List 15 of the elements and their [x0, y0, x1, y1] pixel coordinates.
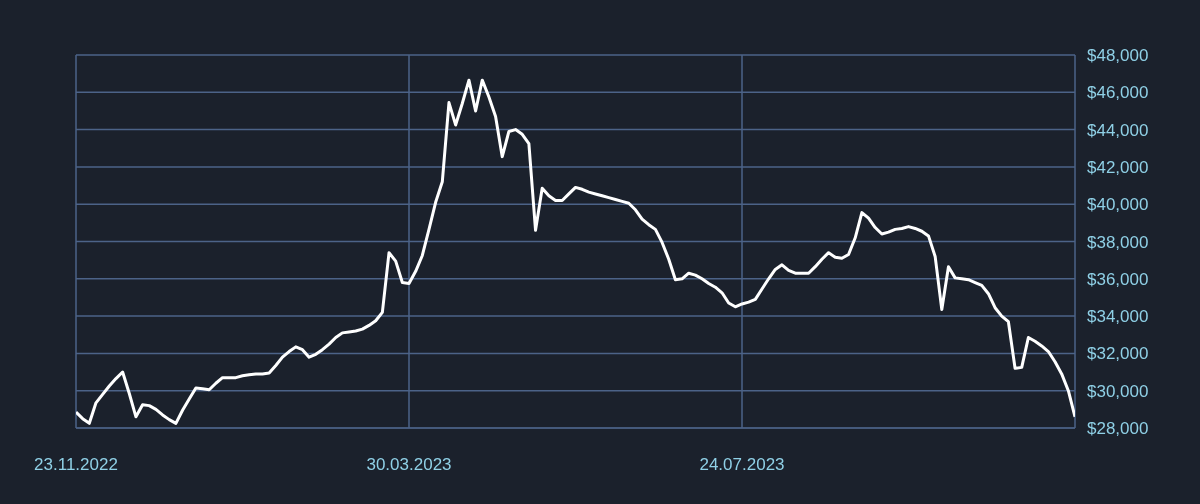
y-tick-label: $30,000 — [1087, 381, 1149, 401]
y-tick-label: $44,000 — [1087, 120, 1149, 140]
y-tick-label: $48,000 — [1087, 46, 1149, 66]
x-tick-label: 23.11.2022 — [34, 455, 118, 475]
y-tick-label: $40,000 — [1087, 195, 1149, 215]
x-tick-label: 30.03.2023 — [366, 455, 452, 475]
y-tick-label: $42,000 — [1087, 157, 1149, 177]
y-tick-label: $28,000 — [1087, 419, 1149, 439]
y-tick-label: $34,000 — [1087, 307, 1149, 327]
y-tick-label: $32,000 — [1087, 344, 1149, 364]
y-tick-label: $36,000 — [1087, 269, 1149, 289]
y-tick-label: $46,000 — [1087, 83, 1149, 103]
line-series — [76, 78, 1075, 425]
y-tick-label: $38,000 — [1087, 232, 1149, 252]
x-tick-label: 24.07.2023 — [699, 455, 785, 475]
